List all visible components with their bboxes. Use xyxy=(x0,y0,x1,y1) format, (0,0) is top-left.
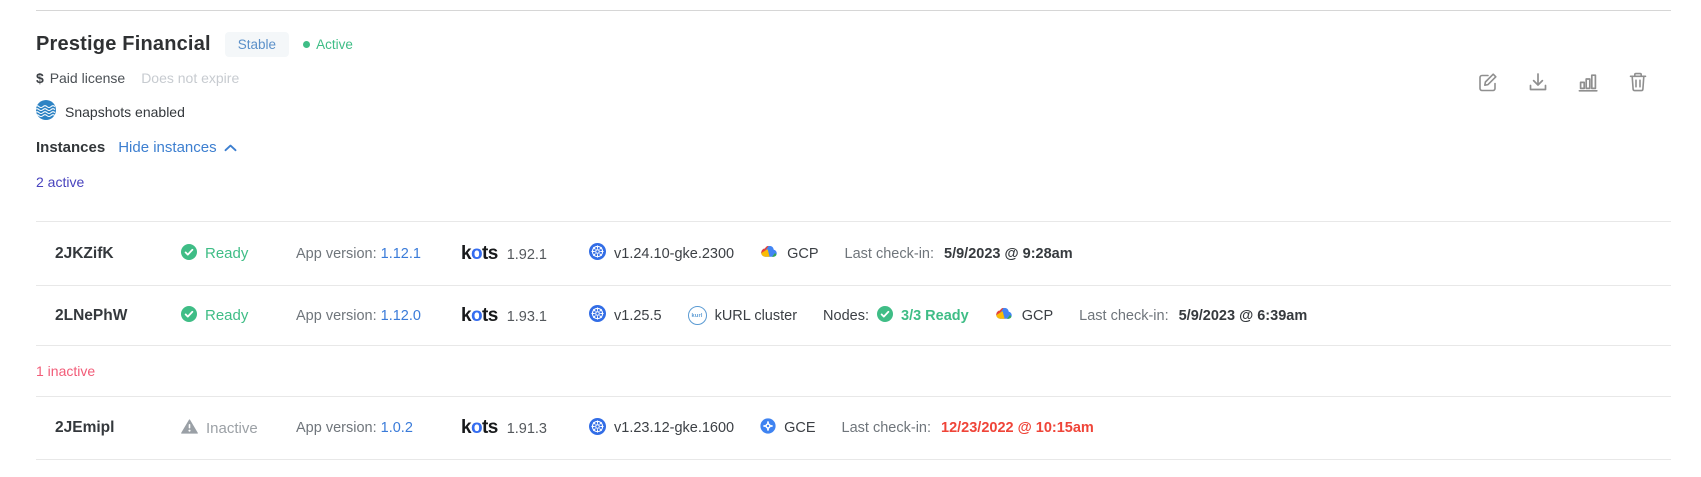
snapshots-icon xyxy=(36,100,56,123)
app-version-link[interactable]: 1.12.1 xyxy=(380,245,421,262)
kubernetes-icon xyxy=(589,417,606,439)
download-button[interactable] xyxy=(1525,70,1551,96)
app-version: App version: 1.0.2 xyxy=(296,420,413,436)
analytics-button[interactable] xyxy=(1575,70,1601,96)
hide-instances-link[interactable]: Hide instances xyxy=(118,139,237,156)
k8s-version: v1.25.5 xyxy=(589,305,662,326)
app-version: App version: 1.12.0 xyxy=(296,307,421,324)
last-checkin: Last check-in: 5/9/2023 @ 9:28am xyxy=(844,245,1073,262)
gcp-cloud-icon xyxy=(760,244,779,263)
kurl-icon: kurl xyxy=(687,306,707,325)
kots-version: kots 1.92.1 xyxy=(461,242,548,264)
expiry-label: Does not expire xyxy=(141,70,240,86)
instances-heading: Instances xyxy=(36,139,106,156)
status-badge: Active xyxy=(303,37,353,52)
kots-logo: kots xyxy=(461,304,498,326)
instance-status: Inactive xyxy=(181,418,296,438)
snapshots-row: Snapshots enabled xyxy=(36,100,1671,123)
kubernetes-icon xyxy=(589,243,606,264)
k8s-version: v1.24.10-gke.2300 xyxy=(589,243,734,264)
kots-logo: kots xyxy=(461,242,498,264)
chevron-up-icon xyxy=(224,139,237,156)
download-icon xyxy=(1526,70,1550,97)
kots-logo: kots xyxy=(461,417,498,438)
customer-actions xyxy=(1475,70,1651,96)
license-row: $ Paid license Does not expire xyxy=(36,70,1671,86)
customer-card: Prestige Financial Stable Active $ Paid … xyxy=(0,10,1701,477)
status-label: Active xyxy=(316,37,353,52)
active-count-label: 2 active xyxy=(36,174,85,190)
k8s-version: v1.23.12-gke.1600 xyxy=(589,417,734,439)
dollar-icon: $ xyxy=(36,70,44,86)
gce-hexagon-icon xyxy=(760,418,776,438)
cloud-provider: GCE xyxy=(760,418,816,438)
kots-version: kots 1.91.3 xyxy=(461,417,548,438)
check-circle-icon xyxy=(877,305,893,326)
cloud-provider: GCP xyxy=(995,306,1053,325)
license-type: $ Paid license xyxy=(36,70,126,86)
status-dot-icon xyxy=(303,41,311,48)
instance-id: 2LNePhW xyxy=(55,306,128,324)
last-checkin: Last check-in: 12/23/2022 @ 10:15am xyxy=(841,420,1094,436)
bar-chart-icon xyxy=(1576,70,1600,97)
instance-status: Ready xyxy=(181,243,296,264)
app-version-link[interactable]: 1.12.0 xyxy=(380,307,421,324)
edit-button[interactable] xyxy=(1475,70,1501,96)
instance-status: Ready xyxy=(181,305,296,326)
cluster-type: kurl kURL cluster xyxy=(687,306,797,325)
instance-id: 2JEmipl xyxy=(55,419,115,436)
channel-badge: Stable xyxy=(224,32,290,57)
instance-row: 2JKZifK Ready App version: 1.12.1 kots 1… xyxy=(36,221,1671,285)
check-circle-icon xyxy=(181,305,197,326)
delete-button[interactable] xyxy=(1625,70,1651,96)
page-title: Prestige Financial xyxy=(36,33,211,55)
app-version: App version: 1.12.1 xyxy=(296,245,421,262)
trash-icon xyxy=(1626,70,1650,97)
gcp-cloud-icon xyxy=(995,306,1014,325)
instance-row: 2JEmipl Inactive App version: 1.0.2 kots… xyxy=(36,396,1671,460)
nodes-status: Nodes: 3/3 Ready xyxy=(823,305,969,326)
warning-triangle-icon xyxy=(181,418,198,438)
edit-icon xyxy=(1476,70,1500,97)
kubernetes-icon xyxy=(589,305,606,326)
check-circle-icon xyxy=(181,243,197,264)
inactive-count-label: 1 inactive xyxy=(36,345,1671,396)
snapshots-label: Snapshots enabled xyxy=(65,103,185,120)
app-version-link[interactable]: 1.0.2 xyxy=(380,420,413,436)
kots-version: kots 1.93.1 xyxy=(461,304,548,326)
instance-id: 2JKZifK xyxy=(55,244,114,262)
last-checkin: Last check-in: 5/9/2023 @ 6:39am xyxy=(1079,307,1308,324)
top-divider xyxy=(36,10,1671,11)
instance-row: 2LNePhW Ready App version: 1.12.0 kots 1… xyxy=(36,285,1671,345)
cloud-provider: GCP xyxy=(760,244,819,263)
